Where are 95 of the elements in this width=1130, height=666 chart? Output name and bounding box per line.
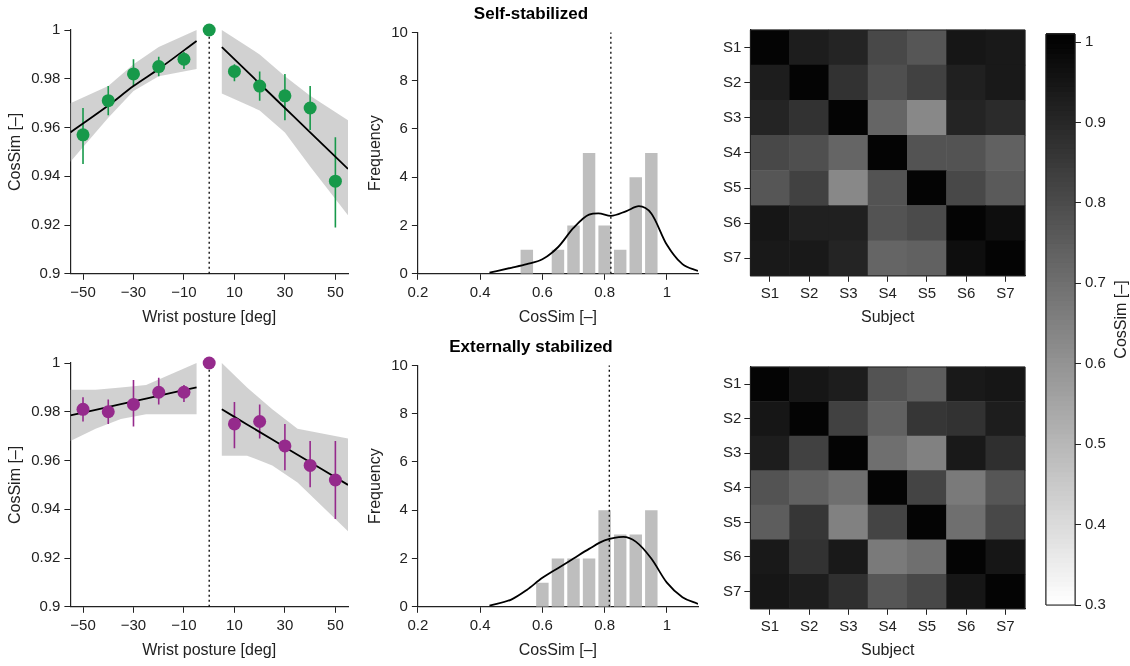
x-tick-label: S4 xyxy=(878,616,897,634)
x-tick-label: 0.2 xyxy=(407,615,429,633)
y-tick-label: S6 xyxy=(722,213,742,231)
y-tick-label: 0.94 xyxy=(31,166,61,184)
y-tick-label: S5 xyxy=(722,512,742,530)
x-axis-title: Subject xyxy=(860,640,915,658)
x-tick-label: 0.8 xyxy=(594,615,616,633)
y-tick-label: 1 xyxy=(52,353,61,371)
x-tick-label: S2 xyxy=(800,616,819,634)
y-axis-title: CosSim [–] xyxy=(6,445,24,525)
y-tick-label: 0 xyxy=(399,263,408,281)
x-tick-label: 0.6 xyxy=(531,615,553,633)
x-axis-title: CosSim [–] xyxy=(518,640,598,658)
x-tick-label: −50 xyxy=(70,615,96,633)
x-tick-label: 50 xyxy=(327,615,344,633)
x-tick-label: S6 xyxy=(956,283,976,301)
y-tick-label: S5 xyxy=(722,178,742,196)
x-tick-label: S3 xyxy=(839,283,858,301)
x-tick-label: 0.6 xyxy=(531,282,553,300)
y-tick-label: 0.92 xyxy=(31,215,61,233)
x-tick-label: 10 xyxy=(226,615,243,633)
x-tick-label: 0.8 xyxy=(594,282,616,300)
x-tick-label: S2 xyxy=(800,283,819,301)
y-tick-label: 8 xyxy=(399,403,408,421)
x-tick-label: −50 xyxy=(70,282,96,300)
y-tick-label: S3 xyxy=(722,107,742,125)
x-tick-label: S1 xyxy=(760,283,780,301)
y-tick-label: 0.9 xyxy=(39,596,61,614)
color-bar-title: CosSim [–] xyxy=(1112,280,1130,359)
x-tick-label: −30 xyxy=(120,282,147,300)
x-axis-title: Wrist posture [deg] xyxy=(142,640,277,658)
y-tick-label: 1 xyxy=(52,20,61,38)
x-tick-label: 1 xyxy=(662,282,672,300)
x-tick-label: 0.4 xyxy=(469,615,491,633)
x-tick-label: 50 xyxy=(327,282,344,300)
y-tick-label: 8 xyxy=(399,70,408,88)
x-tick-label: S7 xyxy=(996,283,1015,301)
chart-title: Externally stabilized xyxy=(449,336,613,356)
y-tick-label: 6 xyxy=(399,452,408,470)
x-tick-label: −30 xyxy=(120,615,147,633)
x-tick-label: 30 xyxy=(276,615,294,633)
y-tick-label: 0.9 xyxy=(39,263,61,281)
y-tick-label: S2 xyxy=(722,408,742,426)
y-tick-label: 4 xyxy=(399,500,408,518)
color-bar-label: 0.3 xyxy=(1085,595,1106,613)
x-tick-label: S5 xyxy=(917,616,937,634)
y-tick-label: 0.92 xyxy=(31,548,61,566)
x-tick-label: −10 xyxy=(171,615,197,633)
x-tick-label: S3 xyxy=(839,616,858,634)
y-tick-label: 0 xyxy=(399,596,408,614)
x-tick-label: S6 xyxy=(956,616,976,634)
y-tick-label: 0.98 xyxy=(31,401,61,419)
y-tick-label: S1 xyxy=(722,37,742,55)
y-tick-label: S1 xyxy=(722,374,742,392)
y-tick-label: S2 xyxy=(722,72,742,90)
x-tick-label: 30 xyxy=(276,282,294,300)
color-bar-label: 0.5 xyxy=(1085,434,1106,452)
chart-title: Self-stabilized xyxy=(473,3,589,23)
x-tick-label: 1 xyxy=(662,615,672,633)
x-tick-label: −10 xyxy=(171,282,197,300)
y-tick-label: 2 xyxy=(399,548,408,566)
x-tick-label: 0.4 xyxy=(469,282,491,300)
color-bar-label: 0.9 xyxy=(1085,112,1106,130)
x-axis-title: CosSim [–] xyxy=(518,307,598,325)
y-tick-label: 0.96 xyxy=(31,117,61,135)
y-tick-label: 4 xyxy=(399,167,408,185)
y-axis-title: CosSim [–] xyxy=(6,112,24,192)
y-tick-label: S4 xyxy=(722,143,742,161)
y-tick-label: S4 xyxy=(722,478,742,496)
x-tick-label: S7 xyxy=(996,616,1015,634)
y-axis-title: Frequency xyxy=(366,448,384,524)
color-bar-label: 0.6 xyxy=(1085,353,1106,371)
y-tick-label: S7 xyxy=(722,581,742,599)
y-tick-label: S7 xyxy=(722,248,742,266)
x-axis-title: Wrist posture [deg] xyxy=(142,307,277,325)
y-tick-label: 2 xyxy=(399,215,408,233)
y-axis-title: Frequency xyxy=(366,115,384,191)
y-tick-label: 6 xyxy=(399,119,408,137)
color-bar-label: 0.8 xyxy=(1085,193,1106,211)
y-tick-label: 10 xyxy=(391,355,408,373)
x-tick-label: S4 xyxy=(878,283,897,301)
y-tick-label: 0.96 xyxy=(31,450,61,468)
y-tick-label: 10 xyxy=(391,22,408,40)
color-bar-label: 0.7 xyxy=(1085,273,1106,291)
x-axis-title: Subject xyxy=(860,307,915,325)
y-tick-label: S6 xyxy=(722,547,742,565)
y-tick-label: S3 xyxy=(722,443,742,461)
color-bar-label: 0.4 xyxy=(1085,514,1106,532)
y-tick-label: 0.98 xyxy=(31,68,61,86)
color-bar-label: 1 xyxy=(1085,32,1094,50)
x-tick-label: S5 xyxy=(917,283,937,301)
y-tick-label: 0.94 xyxy=(31,499,61,517)
x-tick-label: 10 xyxy=(226,282,243,300)
x-tick-label: 0.2 xyxy=(407,282,429,300)
x-tick-label: S1 xyxy=(760,616,780,634)
